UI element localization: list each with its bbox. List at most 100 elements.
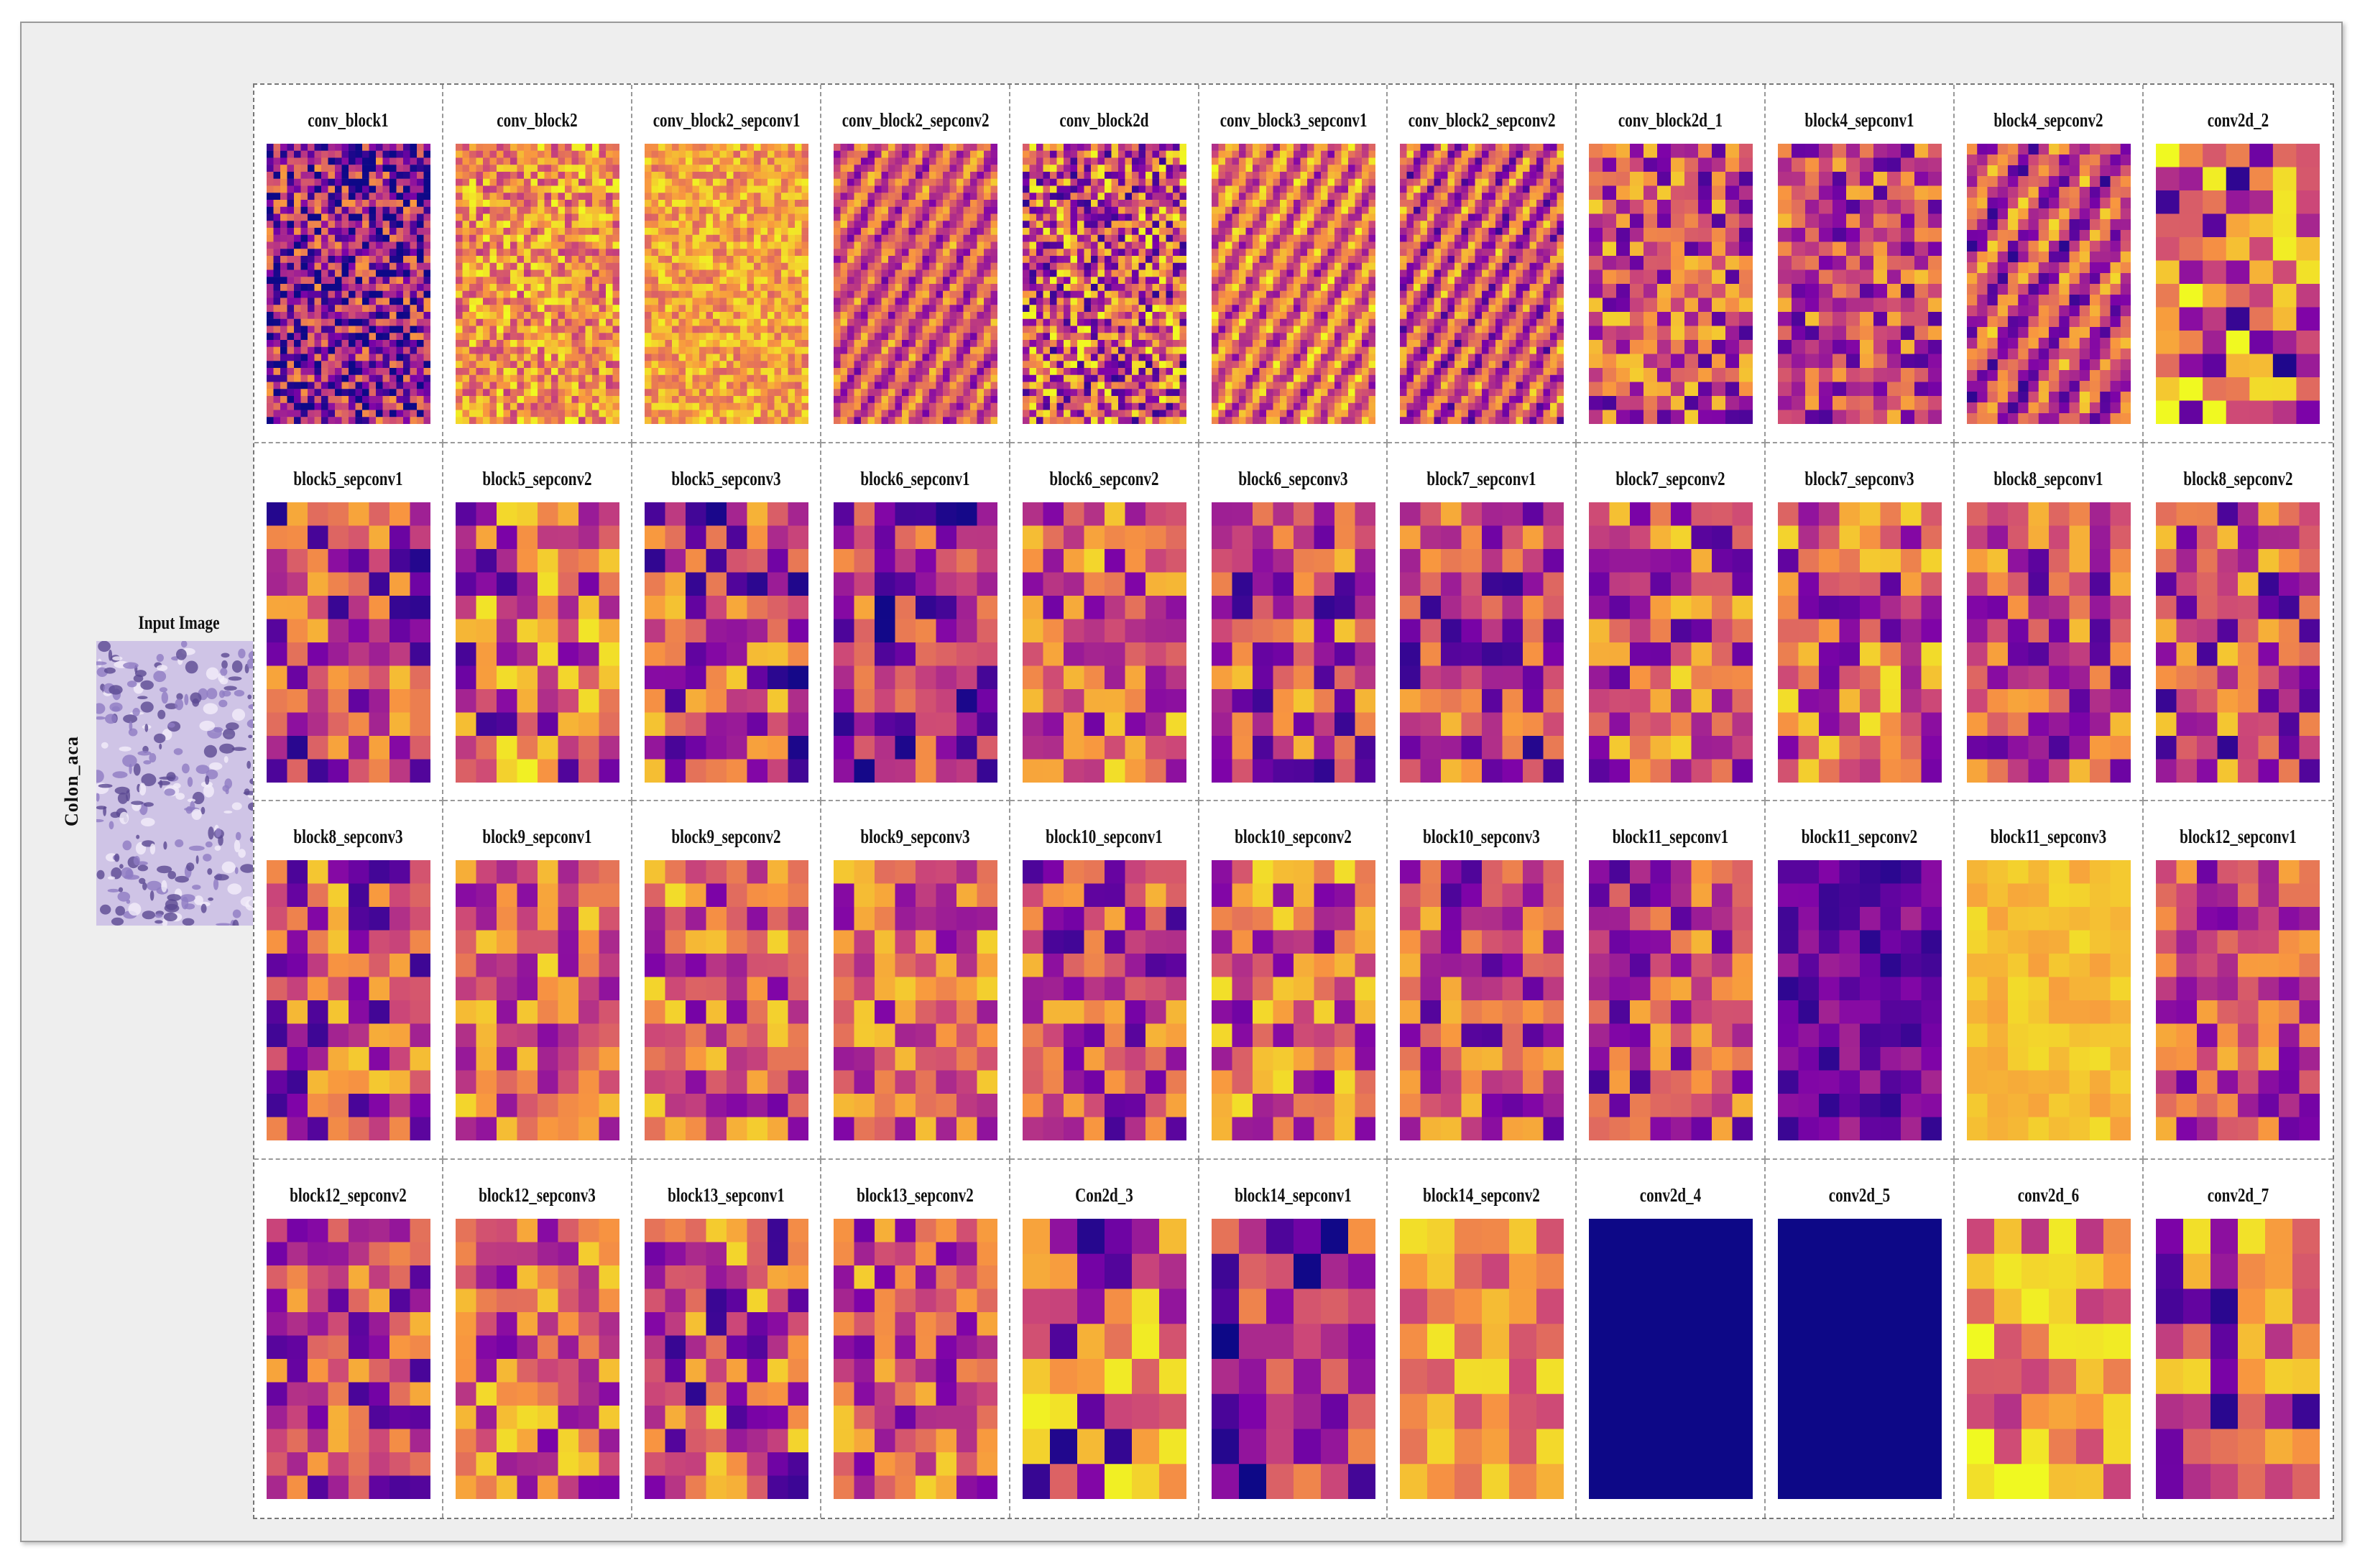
heatmap-cell [1036, 269, 1043, 277]
heatmap-cell [376, 340, 383, 347]
heatmap-cell [578, 256, 586, 263]
heatmap-cell [585, 228, 593, 235]
heatmap-cell [860, 228, 868, 235]
heatmap-cell [969, 346, 977, 354]
cell-nucleus-blob [173, 748, 183, 755]
heatmap-cell [300, 172, 308, 179]
heatmap-cell [949, 249, 956, 257]
heatmap-cell [840, 256, 847, 263]
heatmap-cell [591, 389, 599, 397]
heatmap-cell [308, 368, 315, 375]
heatmap-cell [915, 228, 923, 235]
heatmap-cell [780, 185, 788, 193]
heatmap-cell [685, 402, 693, 410]
heatmap-cell [503, 262, 511, 270]
heatmap-cell [928, 206, 936, 214]
heatmap-cell [362, 157, 369, 165]
cell-nucleus-blob [129, 763, 132, 775]
heatmap-cell [733, 333, 741, 341]
heatmap-cell [949, 228, 956, 235]
heatmap-cell [1029, 249, 1036, 257]
heatmap-cell [1179, 298, 1186, 305]
heatmap-cell [496, 185, 504, 193]
heatmap-cell [671, 389, 679, 397]
heatmap-cell [462, 234, 470, 242]
heatmap-cell [922, 144, 929, 151]
heatmap-cell [496, 221, 504, 229]
heatmap-cell [860, 318, 868, 326]
heatmap-cell [321, 374, 328, 382]
heatmap-cell [530, 333, 538, 341]
cell-nucleus-blob [176, 693, 183, 701]
heatmap-cell [417, 241, 424, 249]
heatmap-cell [801, 389, 808, 397]
heatmap-cell [949, 241, 956, 249]
heatmap-cell [1097, 262, 1105, 270]
cell-nucleus-blob [122, 755, 137, 767]
heatmap-cell [706, 410, 714, 418]
heatmap-cell [788, 269, 796, 277]
heatmap-cell [294, 305, 301, 313]
heatmap-cell [550, 305, 558, 313]
heatmap-cell [1125, 346, 1132, 354]
heatmap-cell [767, 402, 775, 410]
heatmap-cell [599, 402, 607, 410]
heatmap-cell [482, 165, 490, 172]
heatmap-cell [1029, 290, 1036, 298]
heatmap-cell [482, 312, 490, 319]
heatmap-cell [901, 318, 909, 326]
heatmap-cell [733, 382, 741, 389]
heatmap-cell [267, 206, 274, 214]
heatmap-cell [314, 368, 322, 375]
heatmap-cell [949, 269, 956, 277]
feature-map-cell: conv_block2d [1010, 85, 1199, 443]
heatmap-cell [591, 361, 599, 369]
heatmap-cell [591, 234, 599, 242]
heatmap-cell [1022, 284, 1030, 291]
heatmap-cell [928, 178, 936, 186]
heatmap-cell [753, 290, 761, 298]
heatmap-cell [510, 213, 517, 221]
heatmap-cell [942, 221, 950, 229]
heatmap-cell [1036, 318, 1043, 326]
heatmap-cell [476, 256, 484, 263]
heatmap-cell [287, 318, 295, 326]
heatmap-cell [774, 389, 782, 397]
heatmap-cell [578, 305, 586, 313]
heatmap-cell [544, 200, 552, 207]
heatmap-cell [658, 172, 665, 179]
heatmap-cell [314, 374, 322, 382]
heatmap-cell [382, 150, 390, 158]
heatmap-cell [963, 185, 970, 193]
heatmap-cell [1049, 389, 1057, 397]
heatmap-cell [267, 368, 274, 375]
heatmap-cell [969, 382, 977, 389]
heatmap-cell [651, 228, 659, 235]
heatmap-cell [949, 298, 956, 305]
heatmap-cell [1138, 290, 1145, 298]
heatmap-cell [273, 200, 281, 207]
heatmap-cell [1097, 318, 1105, 326]
heatmap-cell [280, 284, 287, 291]
heatmap-cell [747, 368, 755, 375]
heatmap-cell [571, 228, 579, 235]
cell-nucleus-blob [218, 699, 228, 708]
heatmap-cell [874, 178, 882, 186]
heatmap-cell [349, 374, 356, 382]
heatmap-cell [605, 277, 613, 285]
heatmap-cell [476, 249, 484, 257]
heatmap-cell [874, 206, 882, 214]
heatmap-cell [1131, 382, 1139, 389]
cell-nucleus-blob [154, 733, 166, 744]
heatmap-cell [564, 193, 572, 200]
heatmap-cell [544, 234, 552, 242]
heatmap-cell [1077, 228, 1084, 235]
heatmap-cell [739, 221, 747, 229]
heatmap-cell [1145, 144, 1153, 151]
heatmap-cell [888, 298, 895, 305]
heatmap-cell [369, 346, 377, 354]
heatmap-cell [780, 144, 788, 151]
heatmap-cell [969, 277, 977, 285]
heatmap-cell [760, 178, 768, 186]
heatmap-cell [847, 172, 854, 179]
